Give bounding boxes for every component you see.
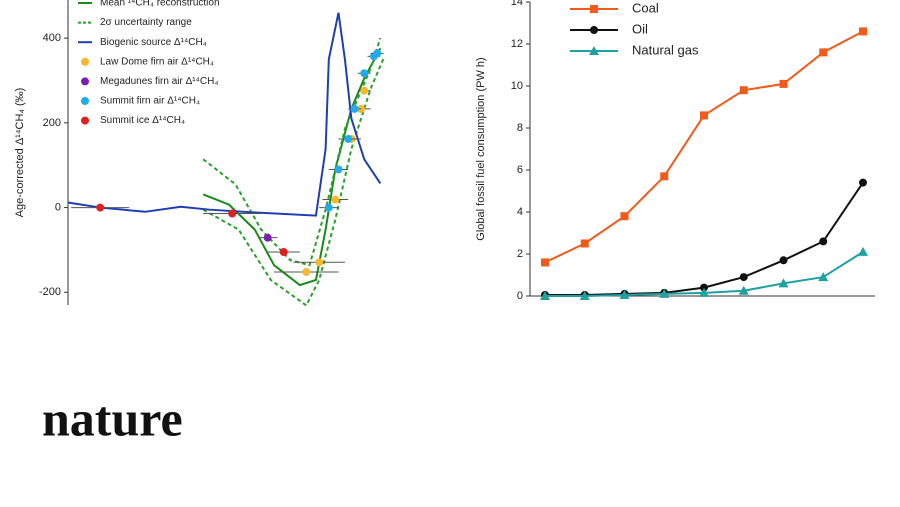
legend-label: Oil bbox=[632, 21, 648, 36]
marker bbox=[699, 287, 709, 297]
y-tick-label: 10 bbox=[511, 80, 523, 92]
y-axis-label: Age-corrected Δ¹⁴CH₄ (‰) bbox=[14, 88, 26, 218]
point bbox=[324, 203, 333, 212]
point bbox=[334, 165, 343, 174]
point bbox=[228, 209, 237, 218]
y-tick-label: 14 bbox=[511, 0, 523, 8]
legend-label: Law Dome firn air Δ¹⁴CH₄ bbox=[100, 56, 214, 67]
marker bbox=[819, 48, 828, 57]
legend-label: Megadunes firn air Δ¹⁴CH₄ bbox=[100, 76, 218, 87]
marker bbox=[779, 256, 788, 265]
marker bbox=[859, 27, 867, 36]
marker bbox=[700, 283, 708, 292]
marker bbox=[700, 111, 708, 120]
point bbox=[373, 49, 382, 58]
point bbox=[263, 233, 272, 242]
marker bbox=[579, 291, 590, 300]
point bbox=[315, 258, 324, 267]
legend-marker bbox=[81, 77, 89, 86]
marker bbox=[540, 291, 550, 300]
y-tick-label: 2 bbox=[517, 248, 523, 260]
legend-label: Coal bbox=[632, 0, 659, 15]
point bbox=[302, 267, 311, 276]
legend-marker bbox=[81, 97, 89, 105]
marker bbox=[779, 79, 788, 88]
marker bbox=[580, 239, 589, 248]
marker bbox=[541, 258, 549, 267]
marker bbox=[778, 278, 789, 288]
point bbox=[350, 104, 359, 113]
series-line bbox=[202, 47, 382, 287]
y-tick-label: 12 bbox=[511, 38, 523, 50]
marker bbox=[739, 86, 748, 95]
y-tick-label: -200 bbox=[39, 286, 61, 298]
marker bbox=[590, 5, 598, 13]
legend-label: Natural gas bbox=[632, 42, 699, 57]
marker bbox=[620, 212, 629, 221]
point bbox=[279, 248, 288, 257]
legend-marker bbox=[81, 116, 89, 125]
marker bbox=[738, 285, 749, 295]
marker bbox=[590, 26, 598, 34]
y-tick-label: 400 bbox=[43, 32, 61, 44]
marker bbox=[660, 172, 669, 181]
legend-label: 2σ uncertainty range bbox=[100, 17, 192, 28]
marker bbox=[589, 46, 599, 55]
point bbox=[96, 203, 105, 212]
marker bbox=[619, 289, 630, 299]
legend-marker bbox=[81, 57, 89, 66]
marker bbox=[819, 237, 828, 246]
point bbox=[360, 86, 369, 95]
legend-label: Mean ¹⁴CH₄ reconstruction bbox=[100, 0, 220, 9]
legend-label: Summit ice Δ¹⁴CH₄ bbox=[100, 115, 185, 126]
logo: nature bbox=[42, 390, 183, 446]
y-tick-label: 6 bbox=[517, 164, 523, 176]
marker bbox=[739, 273, 748, 282]
series-line bbox=[202, 37, 382, 267]
legend-label: Biogenic source Δ¹⁴CH₄ bbox=[100, 37, 207, 48]
y-tick-label: 4 bbox=[517, 206, 523, 218]
point bbox=[331, 195, 340, 204]
y-tick-label: 8 bbox=[517, 122, 523, 134]
marker bbox=[818, 272, 829, 282]
legend-label: Summit firn air Δ¹⁴CH₄ bbox=[100, 96, 200, 107]
y-tick-label: 0 bbox=[517, 290, 523, 302]
y-tick-label: 200 bbox=[43, 117, 61, 129]
y-tick-label: 0 bbox=[55, 201, 61, 213]
point bbox=[344, 134, 353, 143]
point bbox=[360, 69, 369, 78]
series-line bbox=[544, 30, 864, 264]
marker bbox=[859, 178, 867, 187]
marker bbox=[659, 288, 670, 298]
y-axis-label: Global fossil fuel consumption (PW h) bbox=[475, 57, 487, 240]
marker bbox=[858, 246, 868, 256]
